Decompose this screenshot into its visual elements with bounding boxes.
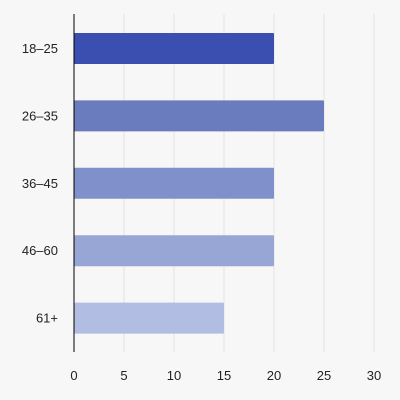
x-tick-labels: 0 5 10 15 20 25 30: [70, 368, 381, 383]
y-tick-label: 26–35: [22, 108, 58, 123]
y-tick-label: 46–60: [22, 243, 58, 258]
y-tick-label: 18–25: [22, 41, 58, 56]
x-tick-label: 30: [367, 368, 381, 383]
x-tick-label: 20: [267, 368, 281, 383]
bar: [74, 167, 274, 199]
x-tick-label: 25: [317, 368, 331, 383]
bars: [74, 33, 324, 334]
y-tick-label: 36–45: [22, 176, 58, 191]
bar: [74, 100, 324, 132]
bar: [74, 33, 274, 64]
x-tick-label: 5: [120, 368, 127, 383]
y-tick-labels: 18–25 26–35 36–45 46–60 61+: [22, 41, 58, 326]
bar: [74, 302, 224, 334]
x-tick-label: 15: [217, 368, 231, 383]
y-tick-label: 61+: [36, 311, 58, 326]
x-tick-label: 10: [167, 368, 181, 383]
bar: [74, 235, 274, 267]
x-tick-label: 0: [70, 368, 77, 383]
